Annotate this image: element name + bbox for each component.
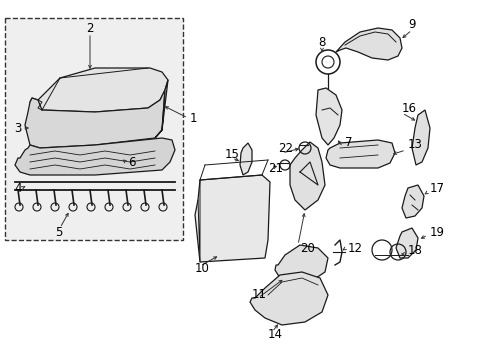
Text: 15: 15 bbox=[224, 148, 240, 162]
Text: 4: 4 bbox=[14, 181, 21, 194]
Polygon shape bbox=[30, 68, 168, 112]
Polygon shape bbox=[195, 175, 269, 262]
Polygon shape bbox=[274, 245, 327, 285]
Text: 11: 11 bbox=[251, 288, 266, 302]
Text: 16: 16 bbox=[401, 102, 416, 114]
Text: 14: 14 bbox=[267, 328, 283, 342]
Text: 5: 5 bbox=[55, 225, 62, 238]
Polygon shape bbox=[25, 90, 164, 148]
Text: 20: 20 bbox=[299, 242, 314, 255]
Polygon shape bbox=[335, 28, 401, 60]
Polygon shape bbox=[289, 142, 325, 210]
Polygon shape bbox=[325, 140, 394, 168]
Text: 22: 22 bbox=[278, 141, 292, 154]
Polygon shape bbox=[249, 272, 327, 325]
Polygon shape bbox=[411, 110, 429, 165]
Text: 3: 3 bbox=[14, 122, 21, 135]
Text: 13: 13 bbox=[407, 139, 422, 152]
Polygon shape bbox=[315, 88, 341, 145]
Text: 8: 8 bbox=[318, 36, 325, 49]
Text: 6: 6 bbox=[128, 156, 135, 168]
Text: 1: 1 bbox=[190, 112, 197, 125]
Polygon shape bbox=[240, 143, 251, 175]
Text: 19: 19 bbox=[429, 225, 444, 238]
Polygon shape bbox=[15, 138, 175, 175]
Text: 7: 7 bbox=[345, 135, 352, 148]
Polygon shape bbox=[155, 80, 168, 138]
Text: 21: 21 bbox=[267, 162, 283, 175]
Bar bbox=[5, 18, 183, 240]
Text: 18: 18 bbox=[407, 243, 422, 256]
Text: 12: 12 bbox=[347, 242, 362, 255]
Text: 10: 10 bbox=[195, 261, 209, 274]
Polygon shape bbox=[401, 185, 423, 218]
Text: 9: 9 bbox=[407, 18, 415, 31]
Text: 17: 17 bbox=[429, 181, 444, 194]
Polygon shape bbox=[395, 228, 417, 258]
Text: 2: 2 bbox=[86, 22, 94, 35]
